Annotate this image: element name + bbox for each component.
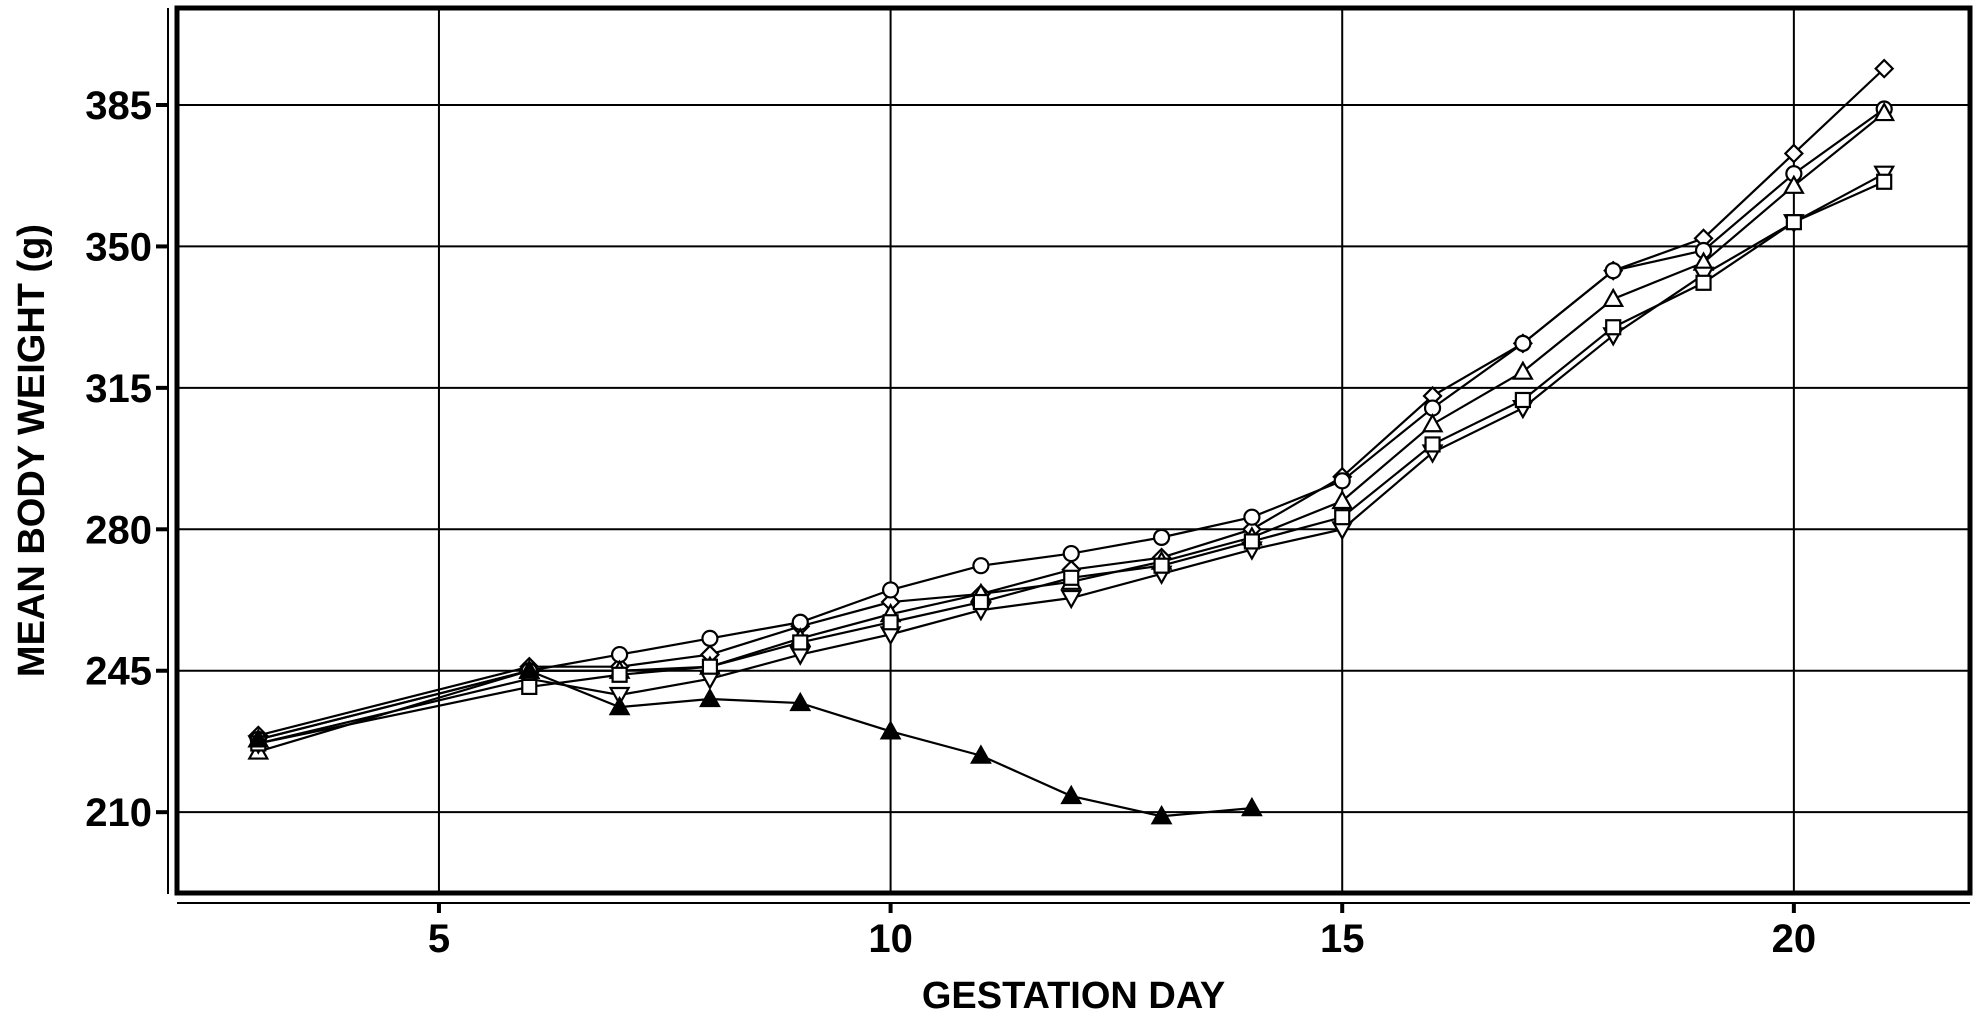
square-point (521, 678, 538, 696)
square-point (1334, 509, 1351, 526)
square-point (1876, 173, 1893, 190)
y-tick-label: 315 (85, 367, 152, 411)
y-axis-title: MEAN BODY WEIGHT (g) (11, 224, 53, 677)
triangle-up-point (1331, 489, 1354, 510)
series-line-diamond (258, 67, 1885, 737)
circle-point (1514, 334, 1532, 353)
filled-triangle-point (1150, 804, 1173, 825)
square-point (611, 666, 628, 683)
triangle-up-point (1782, 174, 1805, 194)
triangle-up-point (1421, 412, 1444, 433)
square-point (1695, 274, 1712, 291)
y-tick-label: 210 (85, 791, 152, 835)
y-tick-label: 245 (85, 650, 152, 694)
x-tick-label: 15 (1320, 917, 1365, 961)
square-point (792, 634, 809, 651)
circle-point (1604, 262, 1622, 280)
gridlines (177, 8, 1970, 893)
square-point (972, 593, 990, 611)
plot-frame (174, 5, 1973, 896)
circle-point (1333, 472, 1351, 490)
square-point (1785, 214, 1802, 231)
x-tick-label: 20 (1772, 917, 1817, 961)
filled-triangle-point (970, 744, 992, 764)
tick-layer: 5 10 15 20 210 245 280 315 350 385 (85, 84, 1816, 961)
filled-triangle-point (608, 695, 631, 716)
y-tick-label: 280 (85, 508, 152, 552)
series-line-triangle-up (257, 112, 1885, 753)
circle-point (1062, 544, 1080, 563)
series-line-triangle-down (258, 172, 1885, 745)
square-point (882, 614, 899, 631)
square-point (1243, 533, 1260, 550)
y-tick-label: 350 (85, 225, 152, 269)
circle-point (701, 629, 719, 648)
x-axis-title: GESTATION DAY (922, 975, 1225, 1016)
triangle-up-point (1511, 360, 1534, 380)
triangle-up-point (1873, 101, 1896, 122)
square-point (1424, 436, 1441, 453)
filled-triangle-point (1241, 796, 1263, 817)
circle-point (1243, 508, 1261, 526)
triangle-down-point (1060, 589, 1083, 610)
circle-point (972, 557, 990, 575)
series-line-square (258, 180, 1885, 745)
filled-triangle-point (247, 728, 270, 748)
filled-triangle-point (1060, 784, 1083, 805)
diamond-point (1783, 143, 1804, 164)
x-tick-label: 5 (428, 917, 450, 961)
square-point (1063, 569, 1080, 586)
circle-point (1152, 528, 1171, 546)
triangle-up-point (1602, 287, 1625, 308)
series-lines (257, 67, 1885, 818)
diamond-point (1874, 58, 1895, 79)
filled-triangle-point (789, 691, 812, 712)
square-point (1153, 557, 1170, 574)
square-point (701, 658, 719, 675)
filled-triangle-point (518, 659, 541, 679)
series-line-circle (258, 108, 1885, 741)
filled-triangle-point (699, 687, 721, 708)
y-tick-label: 385 (85, 84, 152, 128)
square-point (1605, 319, 1622, 336)
series-layer (247, 58, 1896, 825)
series-line-triangle-up-filled (258, 669, 1252, 818)
circle-point (881, 581, 900, 599)
series-points (247, 58, 1896, 825)
square-point (1514, 391, 1531, 409)
filled-triangle-point (879, 720, 902, 740)
x-tick-label: 10 (868, 917, 913, 961)
